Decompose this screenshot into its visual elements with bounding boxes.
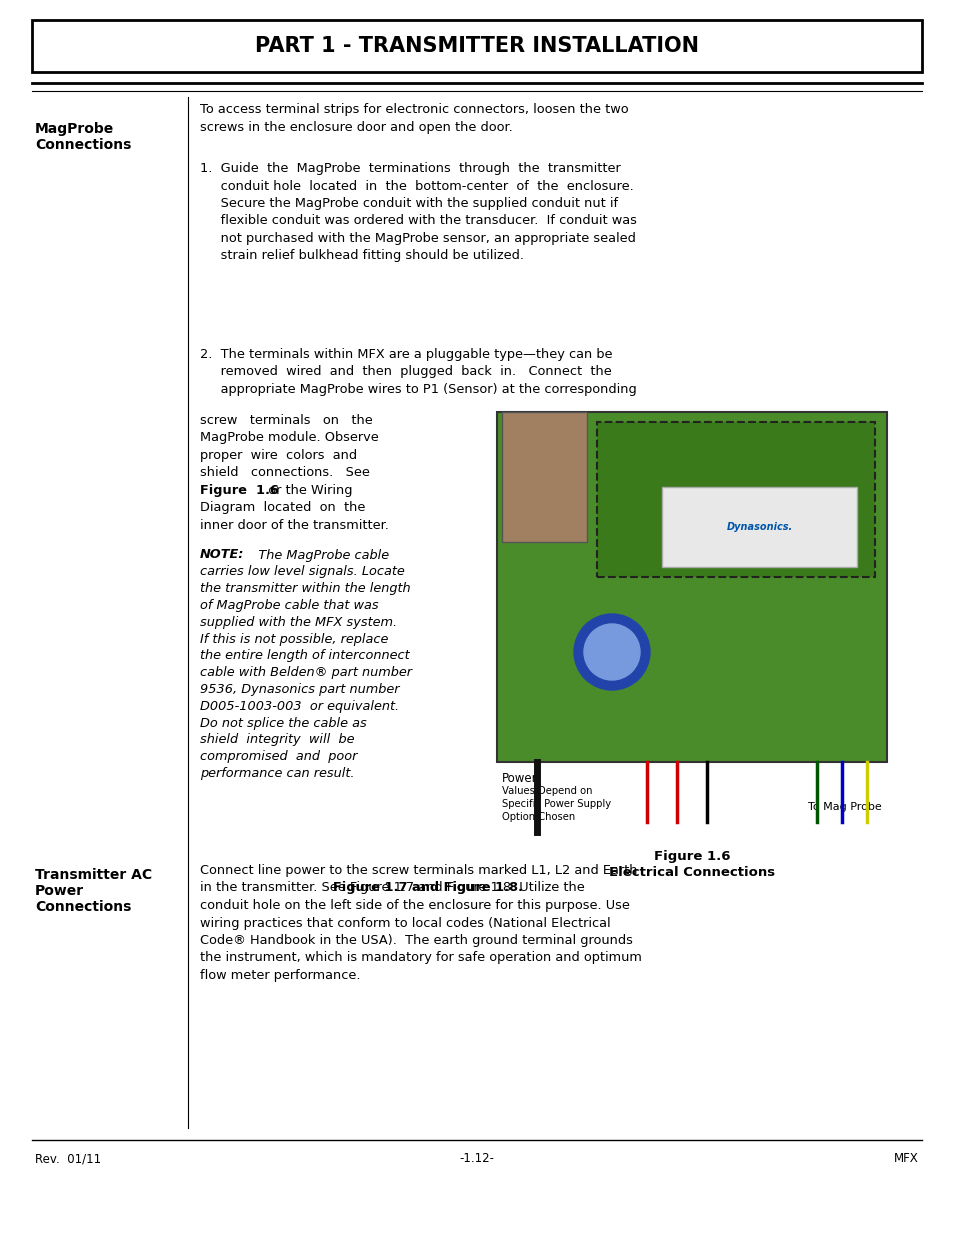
Text: of MagProbe cable that was: of MagProbe cable that was xyxy=(200,599,378,611)
Text: MagProbe: MagProbe xyxy=(35,122,114,136)
Text: or the Wiring: or the Wiring xyxy=(260,484,352,496)
Text: Rev.  01/11: Rev. 01/11 xyxy=(35,1152,101,1165)
Text: -1.12-: -1.12- xyxy=(459,1152,494,1165)
Text: screw   terminals   on   the: screw terminals on the xyxy=(200,414,373,427)
Text: performance can result.: performance can result. xyxy=(200,767,355,779)
Text: the entire length of interconnect: the entire length of interconnect xyxy=(200,650,409,662)
Text: compromised  and  poor: compromised and poor xyxy=(200,750,357,763)
Circle shape xyxy=(583,624,639,680)
Bar xyxy=(32,20,921,72)
Text: Power: Power xyxy=(35,884,84,898)
Text: NOTE:: NOTE: xyxy=(200,548,244,562)
Text: carries low level signals. Locate: carries low level signals. Locate xyxy=(200,566,404,578)
Text: Connections: Connections xyxy=(35,138,132,152)
Bar xyxy=(501,412,586,542)
Text: cable with Belden® part number: cable with Belden® part number xyxy=(200,666,412,679)
Text: To Mag Probe: To Mag Probe xyxy=(807,802,882,811)
Text: Figure  1.6: Figure 1.6 xyxy=(200,484,278,496)
Text: PART 1 - TRANSMITTER INSTALLATION: PART 1 - TRANSMITTER INSTALLATION xyxy=(254,36,699,56)
Text: shield   connections.   See: shield connections. See xyxy=(200,467,370,479)
Text: Electrical Connections: Electrical Connections xyxy=(608,866,774,879)
Text: Do not splice the cable as: Do not splice the cable as xyxy=(200,716,366,730)
Text: Diagram  located  on  the: Diagram located on the xyxy=(200,501,365,515)
Circle shape xyxy=(574,614,649,690)
Text: shield  integrity  will  be: shield integrity will be xyxy=(200,734,355,746)
Text: Connect line power to the screw terminals marked L1, L2 and Earth
in the transmi: Connect line power to the screw terminal… xyxy=(200,864,641,982)
Text: proper  wire  colors  and: proper wire colors and xyxy=(200,450,356,462)
Text: If this is not possible, replace: If this is not possible, replace xyxy=(200,632,388,646)
Bar xyxy=(661,487,856,567)
Text: Connections: Connections xyxy=(35,900,132,914)
Text: Figure 1.6: Figure 1.6 xyxy=(653,850,729,863)
Text: supplied with the MFX system.: supplied with the MFX system. xyxy=(200,616,396,629)
Text: To access terminal strips for electronic connectors, loosen the two
screws in th: To access terminal strips for electronic… xyxy=(200,103,628,133)
Text: inner door of the transmitter.: inner door of the transmitter. xyxy=(200,519,389,532)
Text: 9536, Dynasonics part number: 9536, Dynasonics part number xyxy=(200,683,399,695)
Text: Transmitter AC: Transmitter AC xyxy=(35,868,152,882)
Text: MagProbe module. Observe: MagProbe module. Observe xyxy=(200,431,378,445)
Text: 1.  Guide  the  MagProbe  terminations  through  the  transmitter
     conduit h: 1. Guide the MagProbe terminations throu… xyxy=(200,162,637,263)
Text: D005-1003-003  or equivalent.: D005-1003-003 or equivalent. xyxy=(200,700,398,713)
Text: Values Depend on
Specific Power Supply
Option Chosen: Values Depend on Specific Power Supply O… xyxy=(501,785,611,821)
Bar xyxy=(497,412,886,762)
Text: 2.  The terminals within MFX are a pluggable type—they can be
     removed  wire: 2. The terminals within MFX are a plugga… xyxy=(200,348,636,396)
Text: the transmitter within the length: the transmitter within the length xyxy=(200,582,410,595)
Text: Power: Power xyxy=(501,772,537,785)
Bar xyxy=(597,422,874,577)
Text: MFX: MFX xyxy=(893,1152,918,1165)
Text: Figure 1.7 and Figure 1.8.: Figure 1.7 and Figure 1.8. xyxy=(333,881,522,893)
Text: The MagProbe cable: The MagProbe cable xyxy=(246,548,389,562)
Text: Dynasonics.: Dynasonics. xyxy=(726,522,792,532)
